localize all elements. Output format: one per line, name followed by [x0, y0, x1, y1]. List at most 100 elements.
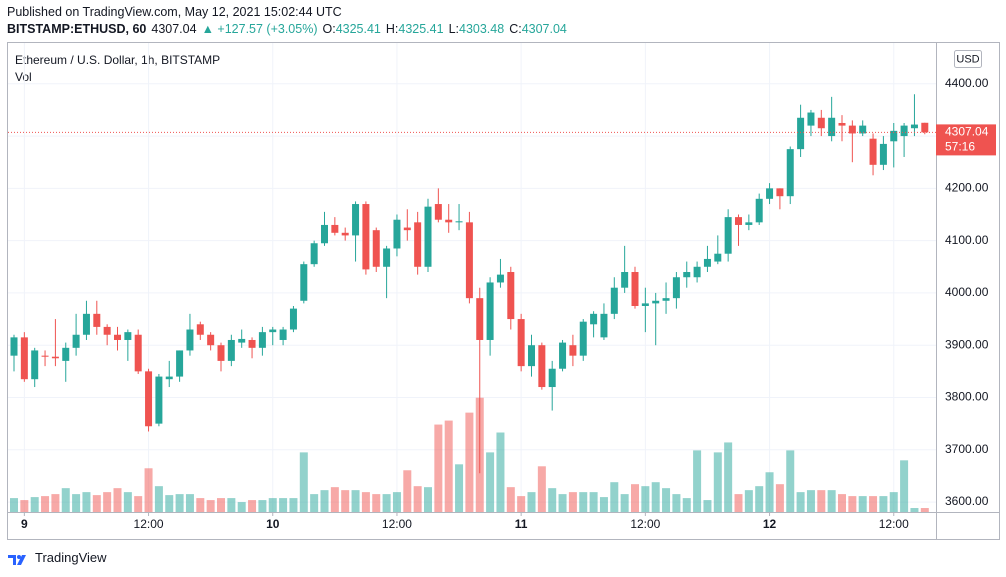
published: Published on TradingView.com, May 12, 20…	[7, 5, 342, 19]
candle-body	[766, 188, 774, 199]
candle-body	[838, 122, 846, 126]
candle-body	[434, 204, 442, 220]
last-price-box	[936, 124, 996, 156]
ohlc-value: 4303.48	[459, 22, 505, 36]
candle-body	[910, 124, 918, 129]
candle-body	[455, 221, 463, 223]
countdown: 57:16	[945, 140, 975, 154]
volume-bar	[268, 498, 277, 512]
candle-body	[414, 222, 422, 267]
candle-body	[703, 258, 711, 267]
candle-body	[445, 219, 453, 223]
volume-bar	[827, 490, 836, 512]
candle-body	[714, 253, 722, 262]
volume-bar	[527, 492, 536, 512]
volume-bar	[51, 494, 60, 512]
volume-bar	[869, 496, 878, 512]
y-tick-label: 3700.00	[945, 442, 989, 456]
candle-body	[559, 342, 567, 369]
volume-bar	[693, 450, 702, 512]
x-tick-label: 12:00	[630, 517, 660, 531]
candle-body	[548, 368, 556, 388]
volume-bar	[662, 488, 671, 512]
volume-bar	[424, 487, 432, 512]
volume-bar	[61, 488, 70, 512]
volume-bar	[734, 494, 743, 512]
candle-body	[51, 356, 59, 359]
volume-bar	[279, 498, 288, 512]
footer: TradingView	[8, 550, 107, 565]
x-tick-label: 12:00	[134, 517, 164, 531]
volume-bar	[320, 490, 329, 512]
volume-label: Vol	[15, 70, 32, 84]
candle-body	[507, 272, 515, 320]
x-tick-label: 10	[266, 517, 280, 531]
candle-body	[300, 264, 308, 301]
candle-body	[610, 287, 618, 314]
candle-body	[786, 149, 794, 197]
volume-bar	[589, 492, 598, 512]
volume-bar	[299, 452, 308, 512]
candle-body	[31, 350, 39, 380]
volume-bar	[506, 487, 515, 512]
candle-body	[517, 319, 525, 367]
frame	[7, 42, 1000, 540]
volume-bar	[92, 495, 101, 512]
volume-bar	[237, 502, 246, 512]
candle-body	[476, 298, 484, 340]
candle-body	[496, 274, 504, 283]
candle-body	[569, 345, 577, 356]
candle-body	[724, 217, 732, 254]
candle-body	[869, 138, 877, 165]
candle-body	[227, 339, 235, 361]
candle-body	[196, 324, 204, 335]
y-tick-label: 4100.00	[945, 233, 989, 247]
volume-bar	[599, 497, 608, 512]
volume-bar	[413, 486, 422, 512]
candle-body	[817, 117, 825, 129]
candle-body	[124, 332, 132, 340]
volume-bar	[703, 500, 712, 512]
candle-body	[62, 347, 70, 361]
candle-body	[424, 206, 432, 267]
volume-bar	[248, 500, 257, 512]
volume-bar	[651, 482, 660, 512]
x-tick-label: 12	[763, 517, 777, 531]
brand: TradingView	[35, 550, 107, 565]
volume-bar	[641, 486, 650, 512]
volume-bar	[20, 500, 29, 512]
candle-body	[776, 188, 784, 197]
candle-body	[745, 222, 753, 225]
volume-bar	[517, 496, 526, 512]
candle-body	[879, 143, 887, 165]
candle-body	[900, 125, 908, 137]
candle-body	[403, 227, 411, 231]
volume-bar	[858, 496, 867, 512]
volume-bar	[486, 452, 495, 512]
candle-body	[310, 243, 318, 265]
candle-body	[662, 298, 670, 301]
x-tick-label: 12:00	[879, 517, 909, 531]
volume-bar	[848, 496, 857, 512]
candle-body	[755, 198, 763, 223]
volume-bar	[724, 442, 733, 512]
ohlc-value: 4325.41	[398, 22, 444, 36]
candle-body	[331, 224, 339, 233]
volume-bar	[786, 450, 795, 512]
candle-body	[362, 204, 370, 270]
candle-body	[579, 321, 587, 356]
volume-bar	[41, 496, 50, 512]
volume-bar	[403, 470, 412, 512]
volume-bar	[558, 494, 567, 512]
ohlc-label: H:	[385, 22, 399, 36]
candle-body	[735, 217, 742, 225]
volume-bar	[10, 498, 18, 512]
candle-body	[828, 117, 836, 137]
y-tick-label: 3900.00	[945, 337, 989, 351]
currency-box[interactable]	[954, 50, 982, 68]
x-tick-label: 9	[21, 517, 28, 531]
volume-bar	[330, 487, 339, 512]
volume-bar	[392, 492, 401, 512]
